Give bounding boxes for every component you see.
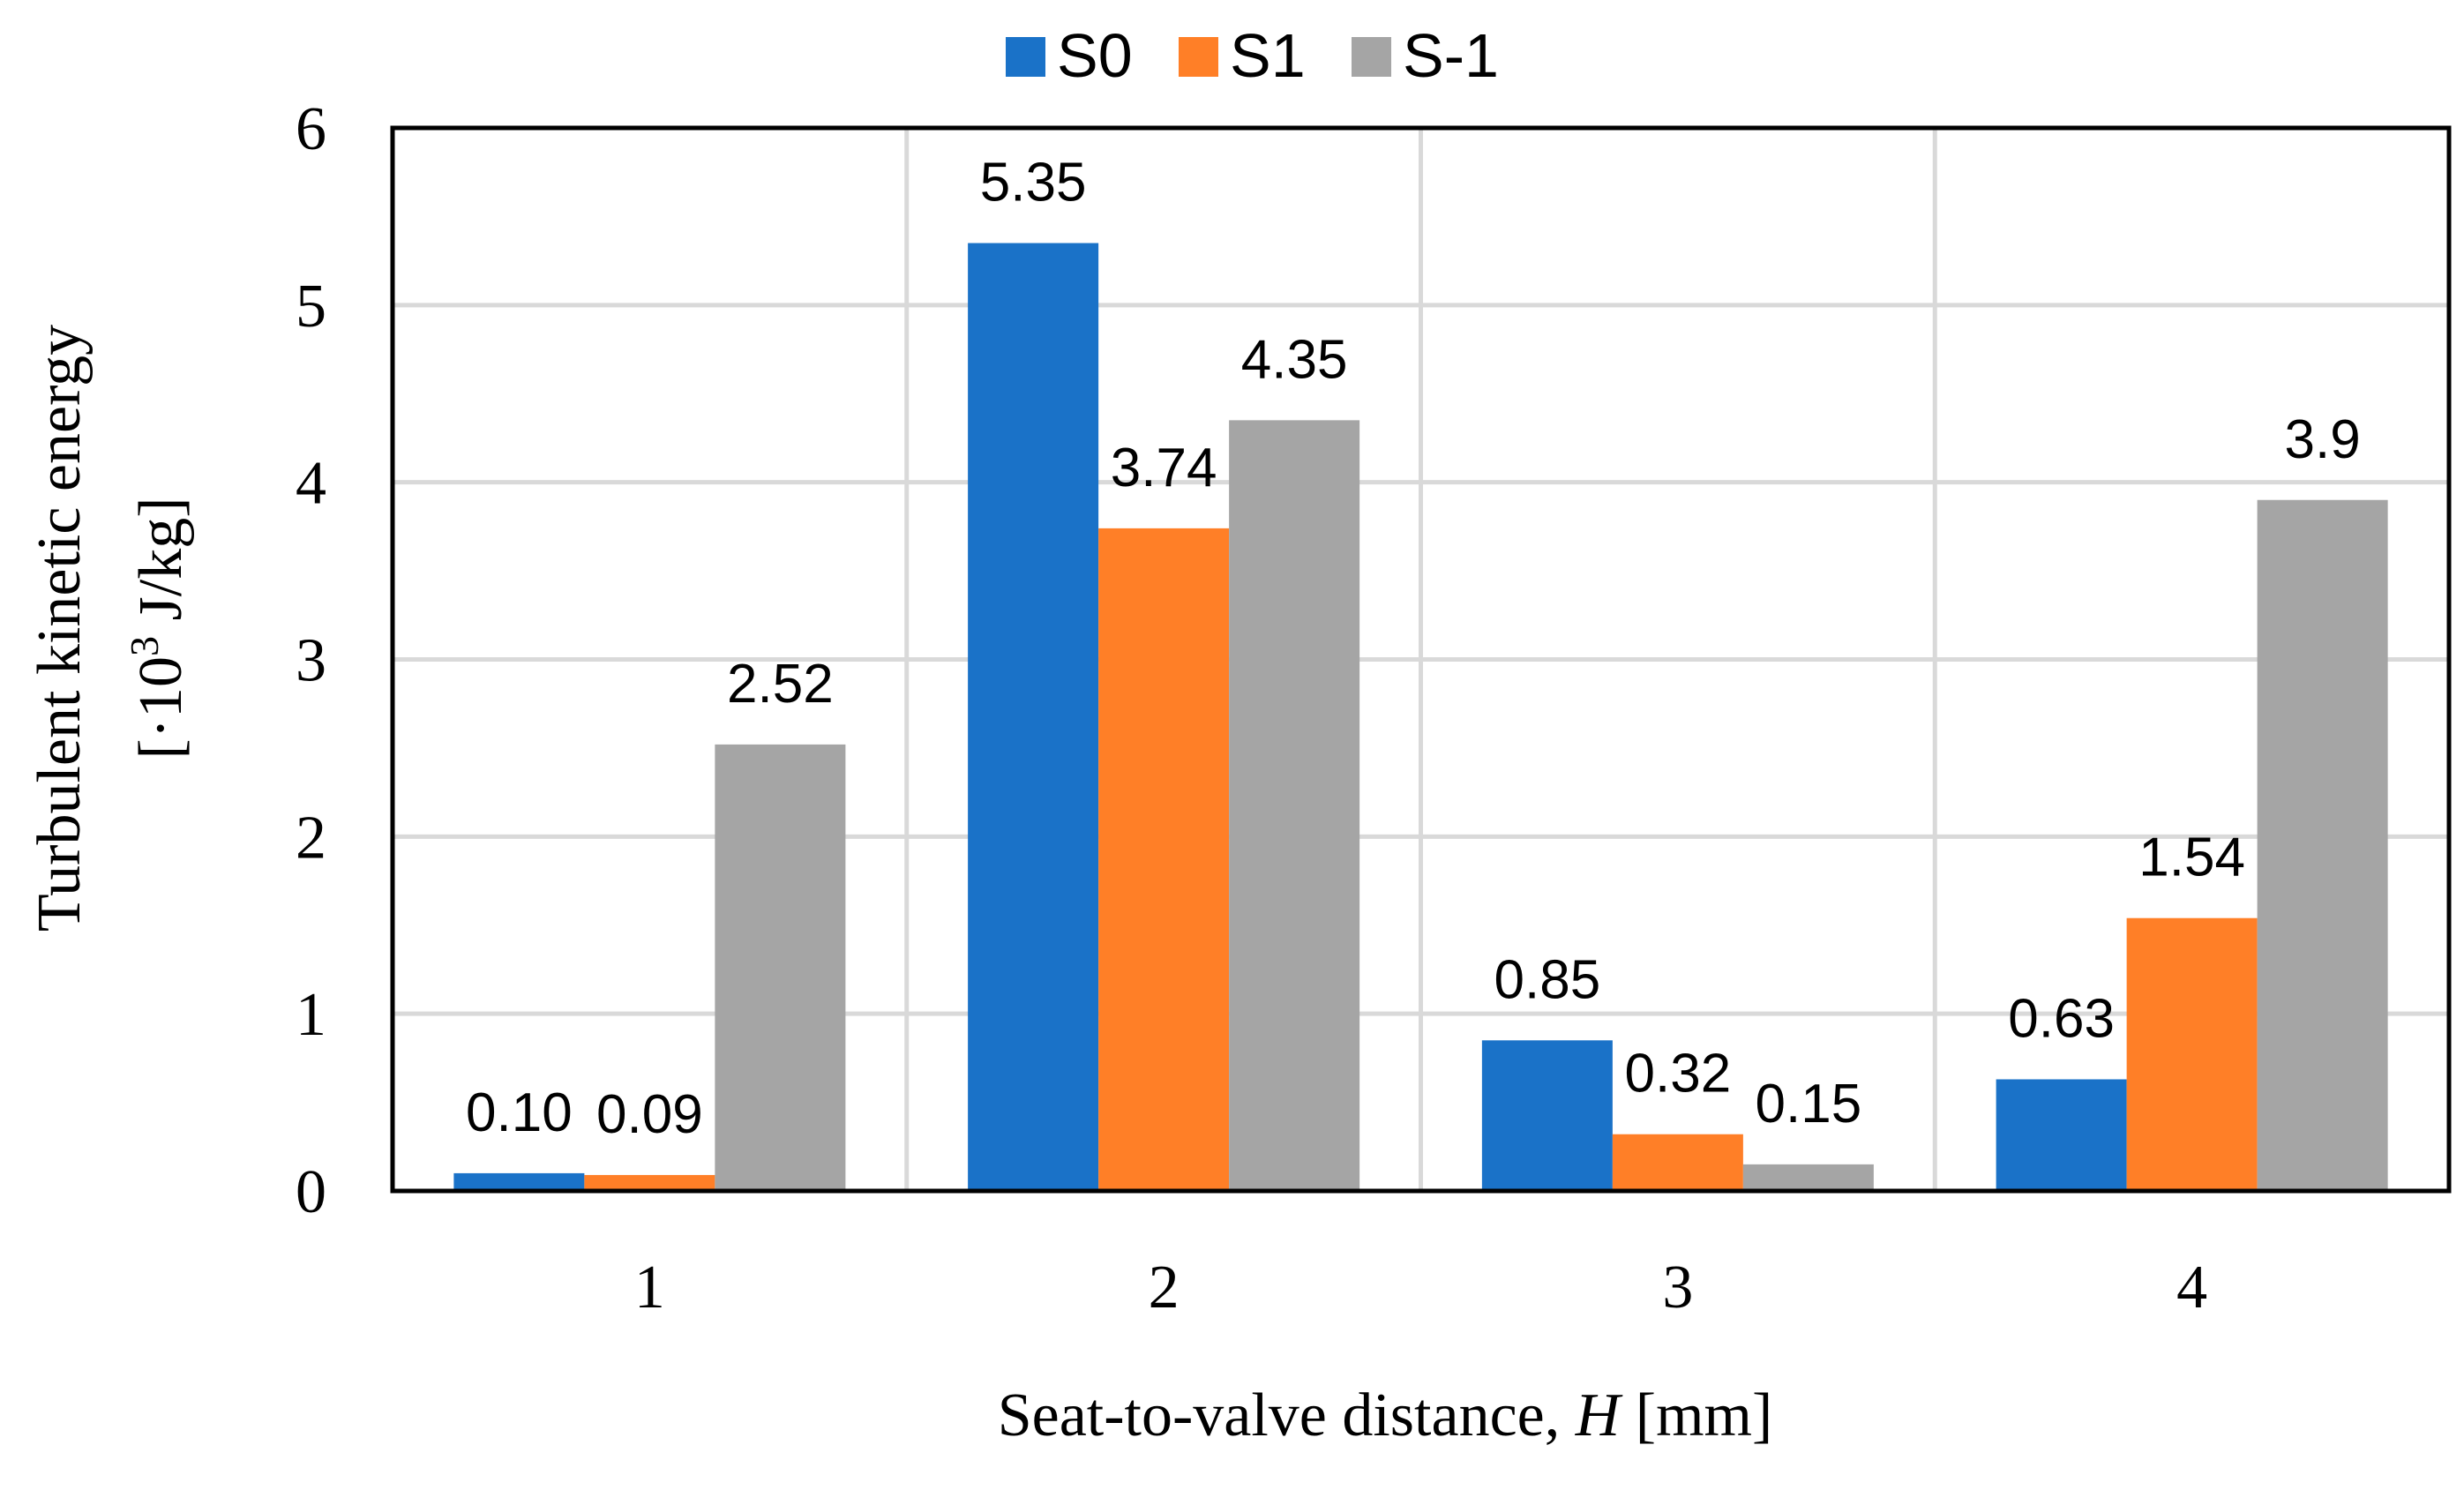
bar-s1-1 [584,1174,715,1191]
y-axis-ticks: 0 1 2 3 4 5 6 [296,95,326,1226]
bar-s0-1 [453,1172,585,1191]
y-tick-label: 2 [296,804,326,872]
data-label-s1-4: 1.54 [2138,827,2245,888]
data-label-s1-2: 3.74 [1111,438,1217,498]
legend-swatch-s-1 [1352,37,1391,77]
legend: S0 S1 S-1 [1006,21,1499,90]
plot-area-frame [390,125,2452,1194]
data-labels: 0.10 0.09 2.52 5.35 3.74 4.35 0.85 0.32 0.15 0.63… [466,153,2361,1145]
x-axis-ticks: 1 2 3 4 [634,1254,2207,1322]
bar-s-1-4 [2257,499,2388,1191]
x-tick-label: 3 [1662,1254,1693,1322]
y-axis-label-line1: Turbulent kinetic energy [26,325,94,932]
y-tick-label: 3 [296,627,326,695]
y-axis-label-superscript: 3 [122,636,167,656]
bars [453,243,2388,1192]
bar-s-1-3 [1742,1164,1874,1191]
y-tick-label: 6 [296,95,326,163]
bar-s0-4 [1996,1079,2127,1191]
x-axis-label: Seat-to-valve distance, H [mm] [998,1381,1773,1449]
x-tick-label: 1 [634,1254,665,1322]
data-label-s-1-1: 2.52 [727,654,834,715]
legend-swatch-s0 [1006,37,1045,77]
bar-s0-2 [968,243,1099,1192]
bar-s1-4 [2126,917,2258,1191]
x-tick-label: 2 [1149,1254,1180,1322]
data-label-s-1-2: 4.35 [1241,329,1348,390]
legend-label-s0: S0 [1057,21,1133,90]
bar-s-1-1 [715,744,846,1191]
y-tick-label: 1 [296,981,326,1049]
data-label-s-1-4: 3.9 [2285,409,2361,470]
y-axis-label-line2: [·103 J/kg] [122,497,195,759]
data-label-s-1-3: 0.15 [1756,1074,1862,1134]
legend-label-s-1: S-1 [1403,21,1499,90]
data-label-s1-1: 0.09 [596,1084,703,1145]
bar-s-1-2 [1229,420,1360,1191]
legend-label-s1: S1 [1230,21,1306,90]
y-tick-label: 5 [296,273,326,341]
bar-s1-3 [1612,1134,1743,1191]
data-label-s0-1: 0.10 [466,1082,573,1143]
y-tick-label: 0 [296,1158,326,1226]
x-tick-label: 4 [2176,1254,2207,1322]
legend-swatch-s1 [1179,37,1218,77]
data-label-s0-4: 0.63 [2008,988,2115,1049]
data-label-s0-3: 0.85 [1494,949,1601,1010]
data-label-s1-3: 0.32 [1625,1044,1732,1104]
bar-s0-3 [1481,1040,1613,1191]
y-tick-label: 4 [296,450,326,518]
bar-s1-2 [1098,528,1230,1191]
data-label-s0-2: 5.35 [980,153,1087,213]
